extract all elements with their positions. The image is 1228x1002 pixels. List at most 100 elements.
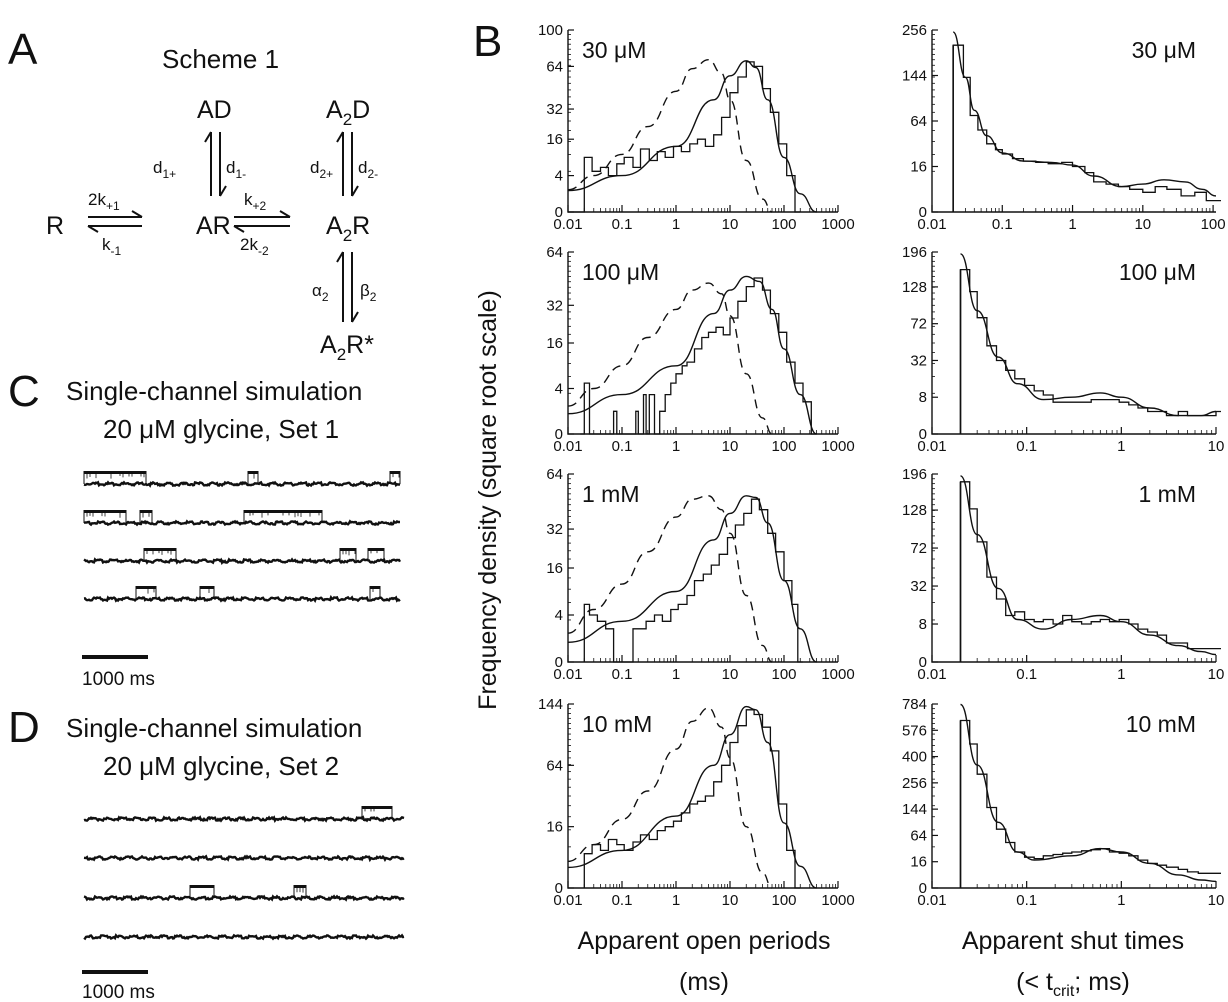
panel-label-a: A <box>8 25 38 74</box>
x-tick-label: 1 <box>672 892 680 909</box>
trace-d-4 <box>83 933 405 941</box>
y-tick-label: 0 <box>555 426 563 443</box>
x-tick-label: 0.1 <box>612 438 633 455</box>
fit-curve <box>959 703 1217 883</box>
y-tick-label: 400 <box>902 749 927 766</box>
y-tick-label: 196 <box>902 466 927 483</box>
histogram-panel-open-3: 0 4 16 32 64 0.01 0.1 1 10 100 1000 1 mM <box>546 466 854 683</box>
y-tick-label: 0 <box>919 204 927 221</box>
rate-d2-: d2- <box>358 158 378 181</box>
histogram-bars <box>583 498 803 663</box>
fit-curve <box>959 475 1217 656</box>
state-a2r-star: A2R* <box>320 331 374 364</box>
y-tick-label: 32 <box>546 521 563 538</box>
y-tick-label: 144 <box>902 801 927 818</box>
histogram-bars <box>959 719 1221 888</box>
x-tick-label: 1000 <box>821 216 854 233</box>
x-tick-label: 10 <box>722 216 739 233</box>
y-tick-label: 256 <box>902 775 927 792</box>
fit-curve <box>567 275 817 435</box>
histogram-panel-shut-2: 0 8 32 72 128 196 0.01 0.1 1 10 100 μM <box>902 244 1224 455</box>
x-tick-label: 0.1 <box>612 216 633 233</box>
x-tick-label: 0.01 <box>917 216 946 233</box>
y-tick-label: 256 <box>902 22 927 39</box>
x-tick-label: 1 <box>672 666 680 683</box>
concentration-label: 30 μM <box>582 37 646 63</box>
y-tick-label: 72 <box>910 540 927 557</box>
rate-d1-: d1- <box>226 158 246 181</box>
y-tick-label: 32 <box>910 352 927 369</box>
y-tick-label: 8 <box>919 616 927 633</box>
trace-c-1 <box>83 471 401 488</box>
x-tick-label: 0.01 <box>553 438 582 455</box>
y-axis-label: Frequency density (square root scale) <box>474 290 502 710</box>
x-tick-label: 1 <box>672 216 680 233</box>
state-a2d: A2D <box>326 96 370 129</box>
scale-label-d: 1000 ms <box>82 982 155 1002</box>
y-tick-label: 784 <box>902 696 927 713</box>
y-tick-label: 64 <box>546 244 563 261</box>
x-axis-label-shut-2: (< tcrit; ms) <box>1016 968 1130 1000</box>
y-tick-label: 16 <box>546 819 563 836</box>
y-tick-label: 0 <box>555 654 563 671</box>
y-tick-label: 128 <box>902 279 927 296</box>
y-tick-label: 16 <box>910 159 927 176</box>
state-r: R <box>46 212 64 240</box>
histogram-panel-shut-4: 0 16 64 144 256 400 576 784 0.01 0.1 1 10 10 mM <box>902 696 1224 909</box>
y-tick-label: 4 <box>555 381 563 398</box>
predicted-curve-dashed <box>567 707 773 889</box>
fit-curve <box>567 60 817 213</box>
concentration-label: 30 μM <box>1132 37 1196 63</box>
histogram-panel-shut-3: 0 8 32 72 128 196 0.01 0.1 1 10 1 mM <box>902 466 1224 683</box>
trace-d-2 <box>83 854 405 863</box>
concentration-label: 10 mM <box>1126 711 1196 737</box>
y-tick-label: 16 <box>546 131 563 148</box>
y-tick-label: 16 <box>546 560 563 577</box>
concentration-label: 1 mM <box>1139 481 1197 507</box>
state-a2r: A2R <box>326 212 370 245</box>
rate-beta2: β2 <box>360 281 377 304</box>
histogram-bars <box>959 481 1221 662</box>
rate-2k+1: 2k+1 <box>88 190 120 213</box>
trace-d-1 <box>83 806 405 823</box>
x-tick-label: 10 <box>1208 892 1225 909</box>
histogram-bars <box>959 268 1221 434</box>
panel-label-d: D <box>8 703 40 752</box>
sim-d-title-2: 20 μM glycine, Set 2 <box>103 751 339 781</box>
reaction-scheme: Scheme 1 AD R AR A2D A2R A2R* 2k+1 k-1 k… <box>46 44 378 364</box>
predicted-curve-dashed <box>567 58 773 213</box>
scale-label-c: 1000 ms <box>82 669 155 690</box>
x-tick-label: 0.1 <box>612 666 633 683</box>
histogram-bars <box>952 44 1221 212</box>
x-tick-label: 0.01 <box>553 216 582 233</box>
rate-2k-2: 2k-2 <box>240 235 269 258</box>
concentration-label: 1 mM <box>582 481 640 507</box>
histogram-panel-open-4: 0 16 64 144 0.01 0.1 1 10 100 1000 10 mM <box>538 696 855 909</box>
x-tick-label: 100 <box>771 666 796 683</box>
state-ad: AD <box>197 96 232 124</box>
rate-alpha2: α2 <box>312 281 329 304</box>
y-tick-label: 128 <box>902 502 927 519</box>
x-tick-label: 1 <box>1068 216 1076 233</box>
y-tick-label: 64 <box>910 113 927 130</box>
concentration-label: 100 μM <box>582 259 659 285</box>
y-tick-label: 16 <box>910 854 927 871</box>
panel-label-c: C <box>8 367 40 416</box>
x-tick-label: 10 <box>1208 438 1225 455</box>
trace-c-3 <box>83 548 402 566</box>
histogram-panel-shut-1: 0 16 64 144 256 0.01 0.1 1 10 100 30 μM <box>902 22 1226 233</box>
x-tick-label: 100 <box>1201 216 1226 233</box>
x-axis-label-open-1: Apparent open periods <box>578 927 831 955</box>
y-tick-label: 4 <box>555 607 563 624</box>
x-tick-label: 1 <box>1117 438 1125 455</box>
sim-c-title-1: Single-channel simulation <box>66 376 362 406</box>
fit-curve <box>567 705 817 889</box>
scheme-title: Scheme 1 <box>162 44 279 74</box>
sim-c-title-2: 20 μM glycine, Set 1 <box>103 414 339 444</box>
y-tick-label: 0 <box>919 654 927 671</box>
x-tick-label: 0.1 <box>1016 892 1037 909</box>
concentration-label: 100 μM <box>1119 259 1196 285</box>
y-tick-label: 4 <box>555 168 563 185</box>
x-axis-label-open-2: (ms) <box>679 968 729 996</box>
x-tick-label: 100 <box>771 216 796 233</box>
